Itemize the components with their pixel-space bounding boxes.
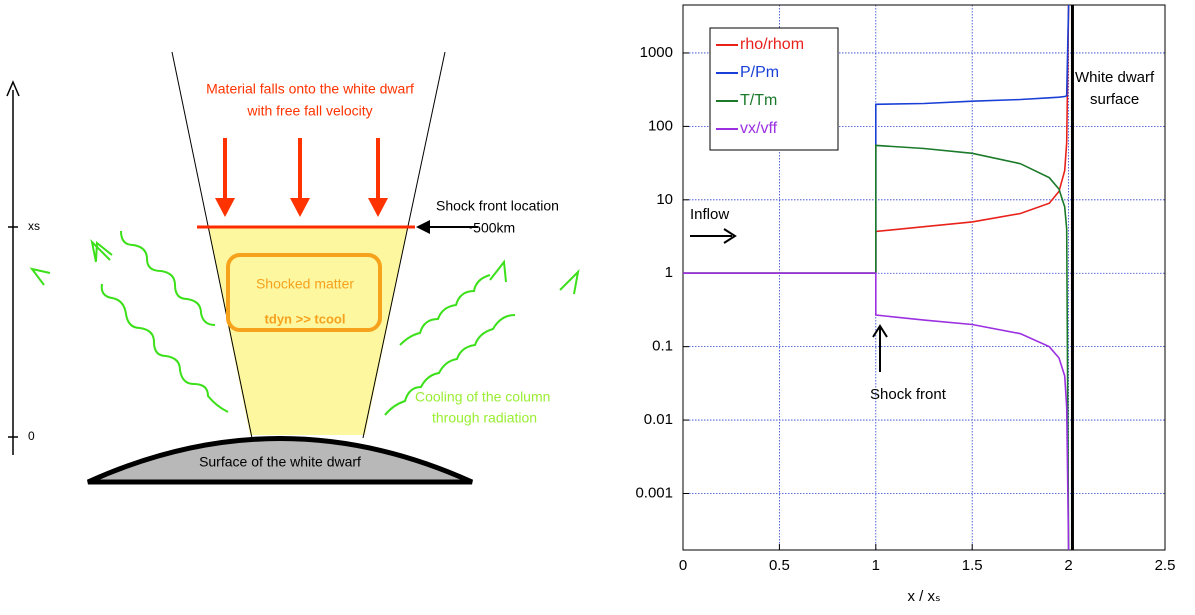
surface-text: Surface of the white dwarf bbox=[199, 454, 361, 470]
infall-arrows bbox=[215, 138, 388, 217]
x-tick-label: 2.5 bbox=[1155, 557, 1176, 574]
y-tick-label: 1000 bbox=[640, 44, 673, 61]
chart: 0.001 0.01 0.1 1 10 100 1000 0 0.5 1 1.5 2 2.5 x / xₛ… bbox=[635, 5, 1175, 605]
shock-text: ~500km bbox=[465, 220, 515, 236]
y-tick-label: 1 bbox=[665, 264, 673, 281]
cooling-text: Cooling of the column bbox=[415, 389, 550, 405]
cooling-text: through radiation bbox=[432, 410, 537, 426]
y-tick-label: 100 bbox=[648, 117, 673, 134]
legend-label: T/Tm bbox=[740, 92, 777, 109]
axis-label: 0 bbox=[28, 429, 35, 443]
legend-label: vx/vff bbox=[740, 120, 778, 137]
axis-label: xs bbox=[28, 219, 40, 233]
infall-text: Material falls onto the white dwarf bbox=[206, 81, 414, 97]
annotation: White dwarf bbox=[1075, 69, 1155, 86]
legend-label: P/Pm bbox=[740, 64, 779, 81]
x-axis-label: x / xₛ bbox=[907, 588, 940, 605]
annotation: Inflow bbox=[690, 206, 729, 223]
legend-label: rho/rhom bbox=[740, 36, 804, 53]
x-tick-label: 1.5 bbox=[962, 557, 983, 574]
y-tick-label: 0.1 bbox=[652, 338, 673, 355]
y-tick-label: 0.01 bbox=[644, 411, 673, 428]
annotation: Shock front bbox=[870, 386, 947, 403]
height-axis bbox=[7, 82, 19, 455]
figure: Material falls onto the white dwarf with… bbox=[0, 0, 1195, 610]
annotation: surface bbox=[1090, 91, 1139, 108]
y-tick-label: 0.001 bbox=[635, 484, 673, 501]
x-tick-label: 0 bbox=[679, 557, 687, 574]
x-tick-label: 1 bbox=[872, 557, 880, 574]
box-relation: tdyn >> tcool bbox=[265, 311, 346, 326]
shock-text: Shock front location bbox=[436, 198, 559, 214]
y-tick-label: 10 bbox=[656, 191, 673, 208]
x-tick-label: 0.5 bbox=[769, 557, 790, 574]
diagram: Material falls onto the white dwarf with… bbox=[7, 52, 578, 482]
box-title: Shocked matter bbox=[256, 276, 354, 292]
x-tick-label: 2 bbox=[1064, 557, 1072, 574]
infall-text: with free fall velocity bbox=[246, 103, 372, 119]
